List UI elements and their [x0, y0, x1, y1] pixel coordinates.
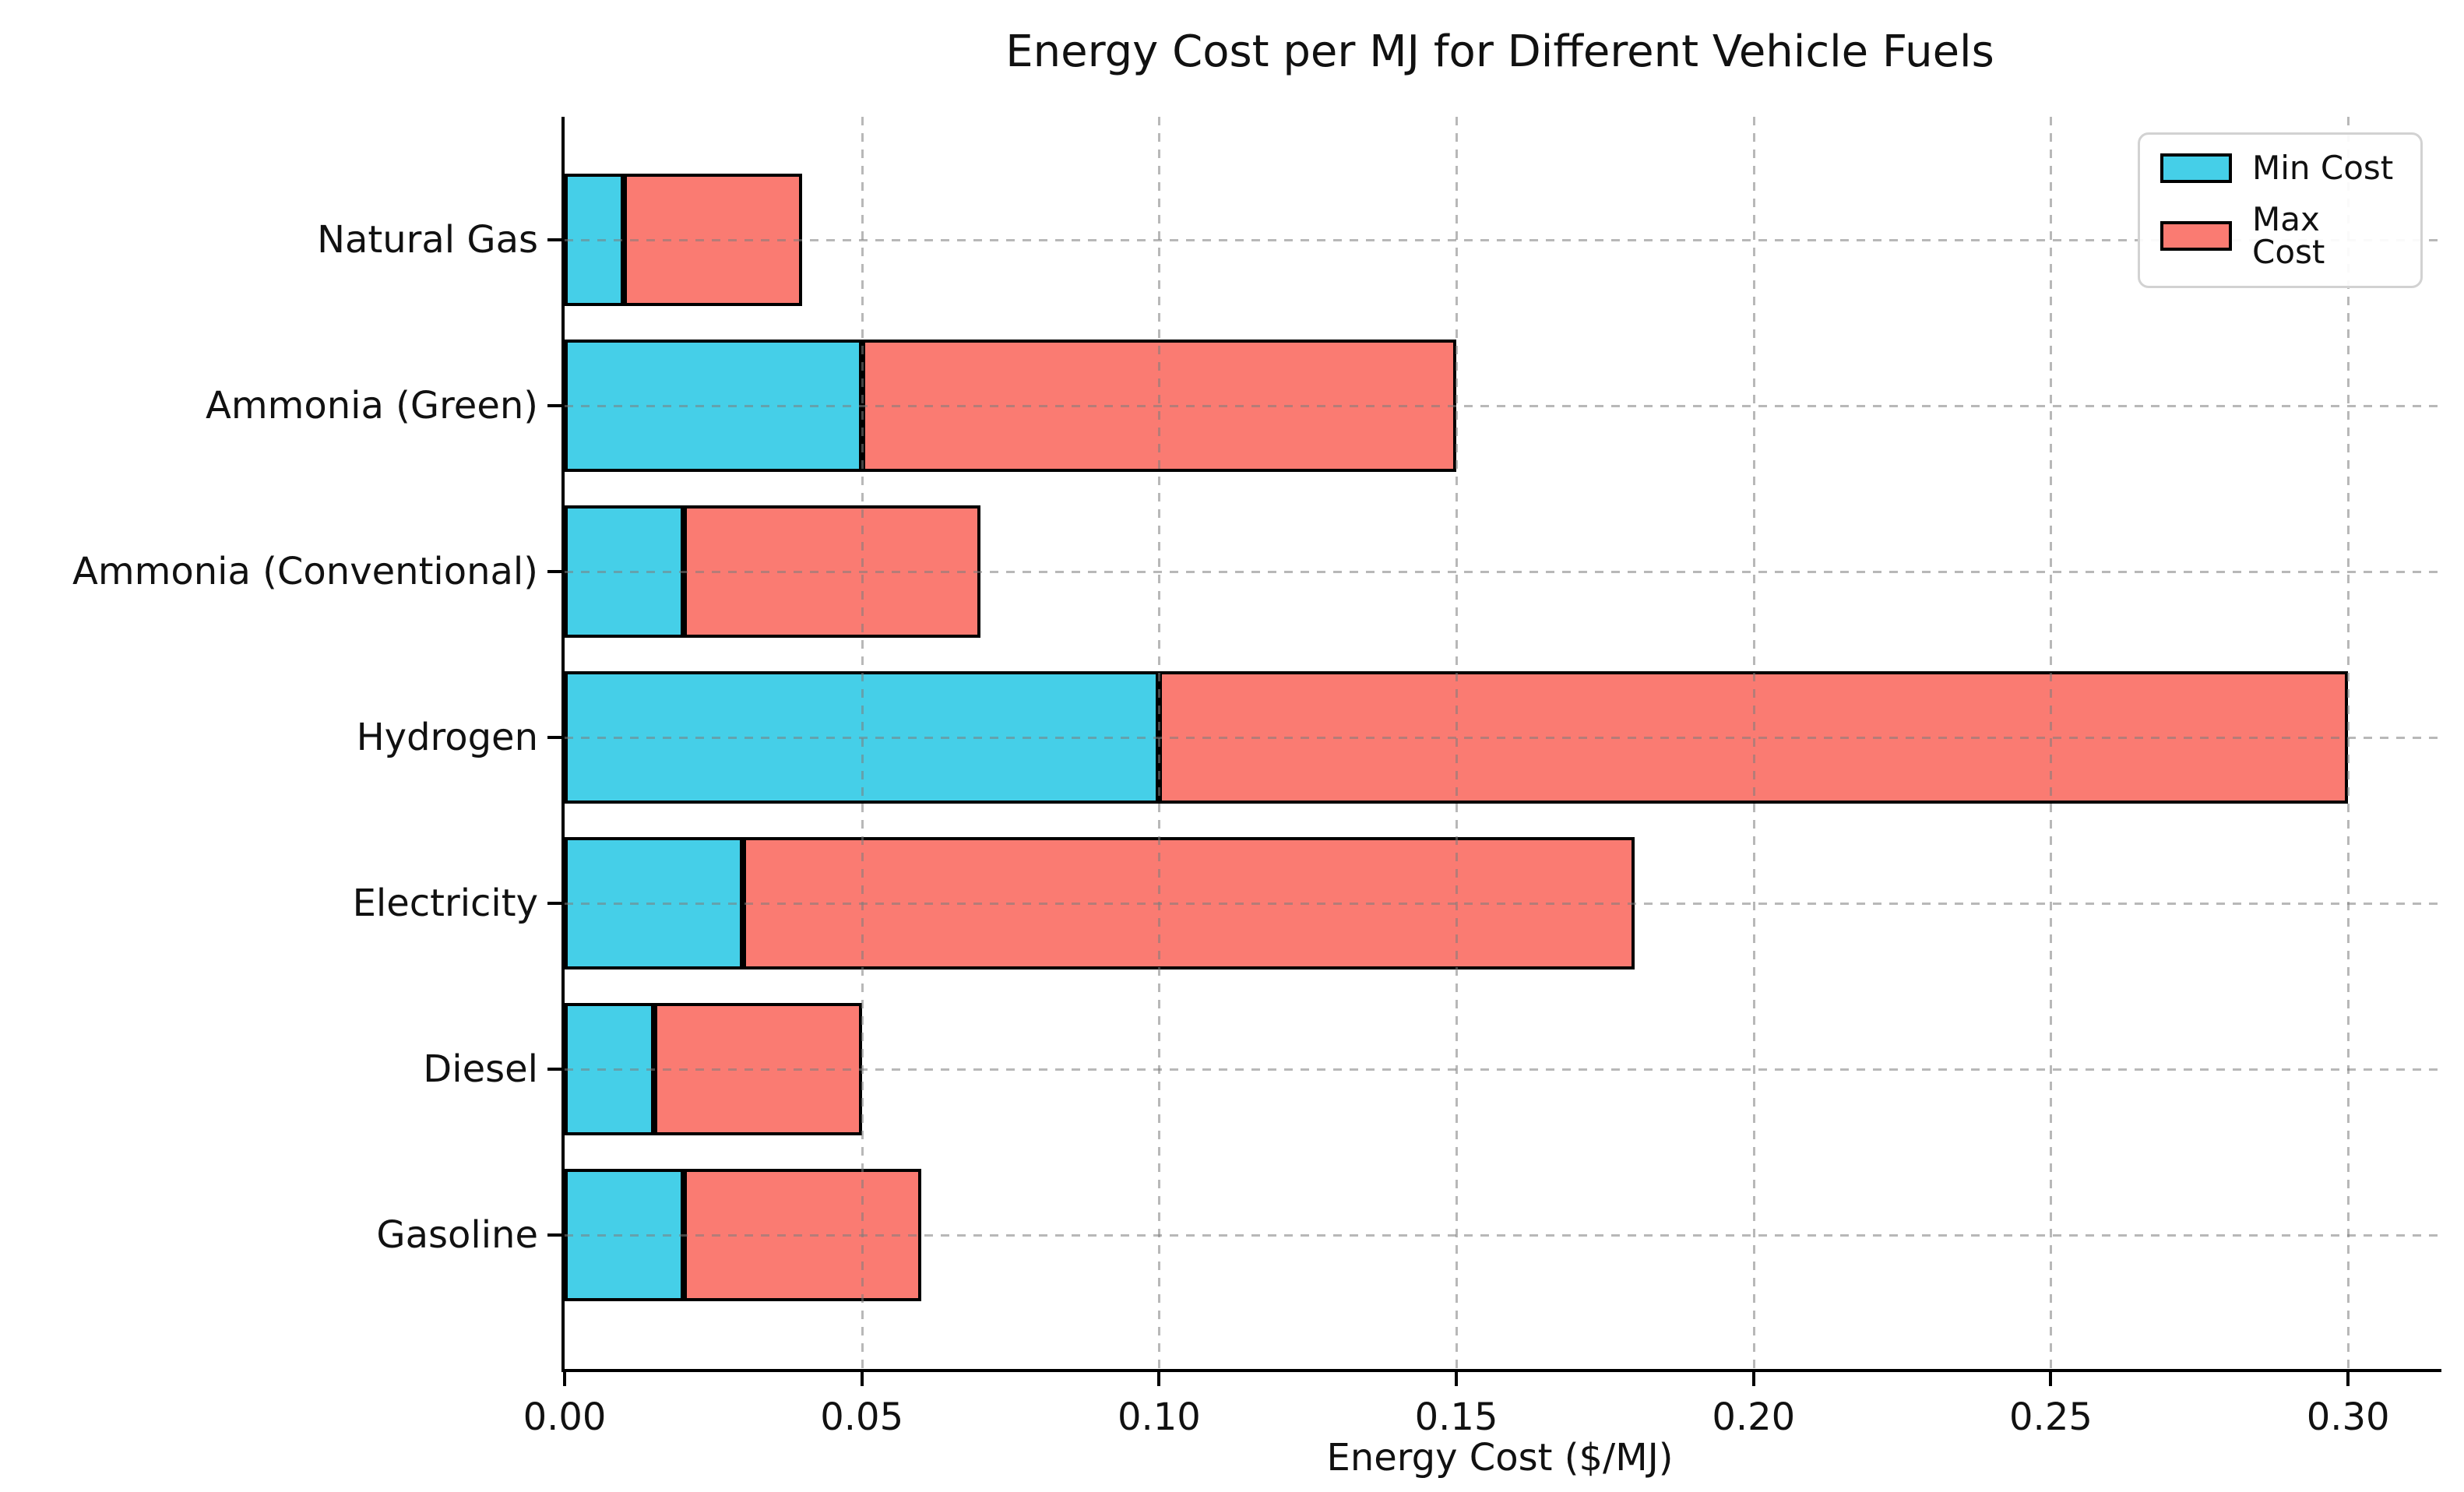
- legend-label-min-cost: Min Cost: [2252, 149, 2394, 187]
- h-gridline: [565, 239, 2441, 241]
- y-axis-label: Hydrogen: [356, 716, 538, 759]
- legend-swatch-min-cost: [2160, 153, 2232, 183]
- x-tick-label: 0.20: [1712, 1395, 1796, 1439]
- x-tick-mark: [1455, 1372, 1459, 1386]
- h-gridline: [565, 737, 2441, 739]
- x-tick-label: 0.10: [1117, 1395, 1201, 1439]
- y-tick-mark: [547, 238, 561, 241]
- x-axis-label: Energy Cost ($/MJ): [1326, 1436, 1674, 1480]
- y-tick-mark: [547, 1233, 561, 1237]
- y-axis-label: Electricity: [352, 881, 538, 925]
- y-axis-label: Diesel: [423, 1047, 538, 1091]
- legend: Min Cost Max Cost: [2138, 132, 2423, 288]
- x-tick-mark: [563, 1372, 566, 1386]
- y-tick-mark: [547, 404, 561, 407]
- v-gridline: [861, 117, 864, 1369]
- x-tick-mark: [2049, 1372, 2053, 1386]
- y-tick-mark: [547, 902, 561, 905]
- y-tick-mark: [547, 570, 561, 573]
- legend-item-min-cost: Min Cost: [2160, 152, 2400, 185]
- chart-title: Energy Cost per MJ for Different Vehicle…: [1005, 26, 1994, 77]
- h-gridline: [565, 571, 2441, 573]
- legend-item-max-cost: Max Cost: [2160, 203, 2400, 269]
- x-tick-mark: [860, 1372, 864, 1386]
- legend-swatch-max-cost: [2160, 221, 2232, 251]
- h-gridline: [565, 1234, 2441, 1237]
- y-axis-label: Ammonia (Green): [206, 384, 538, 428]
- v-gridline: [1456, 117, 1459, 1369]
- x-tick-mark: [1157, 1372, 1161, 1386]
- h-gridline: [565, 903, 2441, 905]
- x-tick-mark: [1751, 1372, 1755, 1386]
- y-tick-mark: [547, 736, 561, 739]
- v-gridline: [2347, 117, 2350, 1369]
- v-gridline: [2050, 117, 2053, 1369]
- legend-label-max-cost: Max Cost: [2252, 200, 2325, 271]
- v-gridline: [1752, 117, 1755, 1369]
- h-gridline: [565, 1068, 2441, 1071]
- x-tick-mark: [2346, 1372, 2350, 1386]
- v-gridline: [1158, 117, 1161, 1369]
- x-tick-label: 0.30: [2306, 1395, 2390, 1439]
- plot-area: Min Cost Max Cost Natural Gas Ammonia (Gr…: [72, 117, 2441, 1439]
- y-axis-label: Ammonia (Conventional): [72, 550, 538, 593]
- x-tick-label: 0.15: [1414, 1395, 1498, 1439]
- h-gridline: [565, 405, 2441, 407]
- y-axis-label: Gasoline: [376, 1213, 538, 1257]
- y-tick-mark: [547, 1068, 561, 1071]
- x-tick-label: 0.05: [820, 1395, 904, 1439]
- y-axis-label: Natural Gas: [317, 218, 538, 262]
- x-tick-label: 0.00: [523, 1395, 607, 1439]
- x-tick-label: 0.25: [2009, 1395, 2093, 1439]
